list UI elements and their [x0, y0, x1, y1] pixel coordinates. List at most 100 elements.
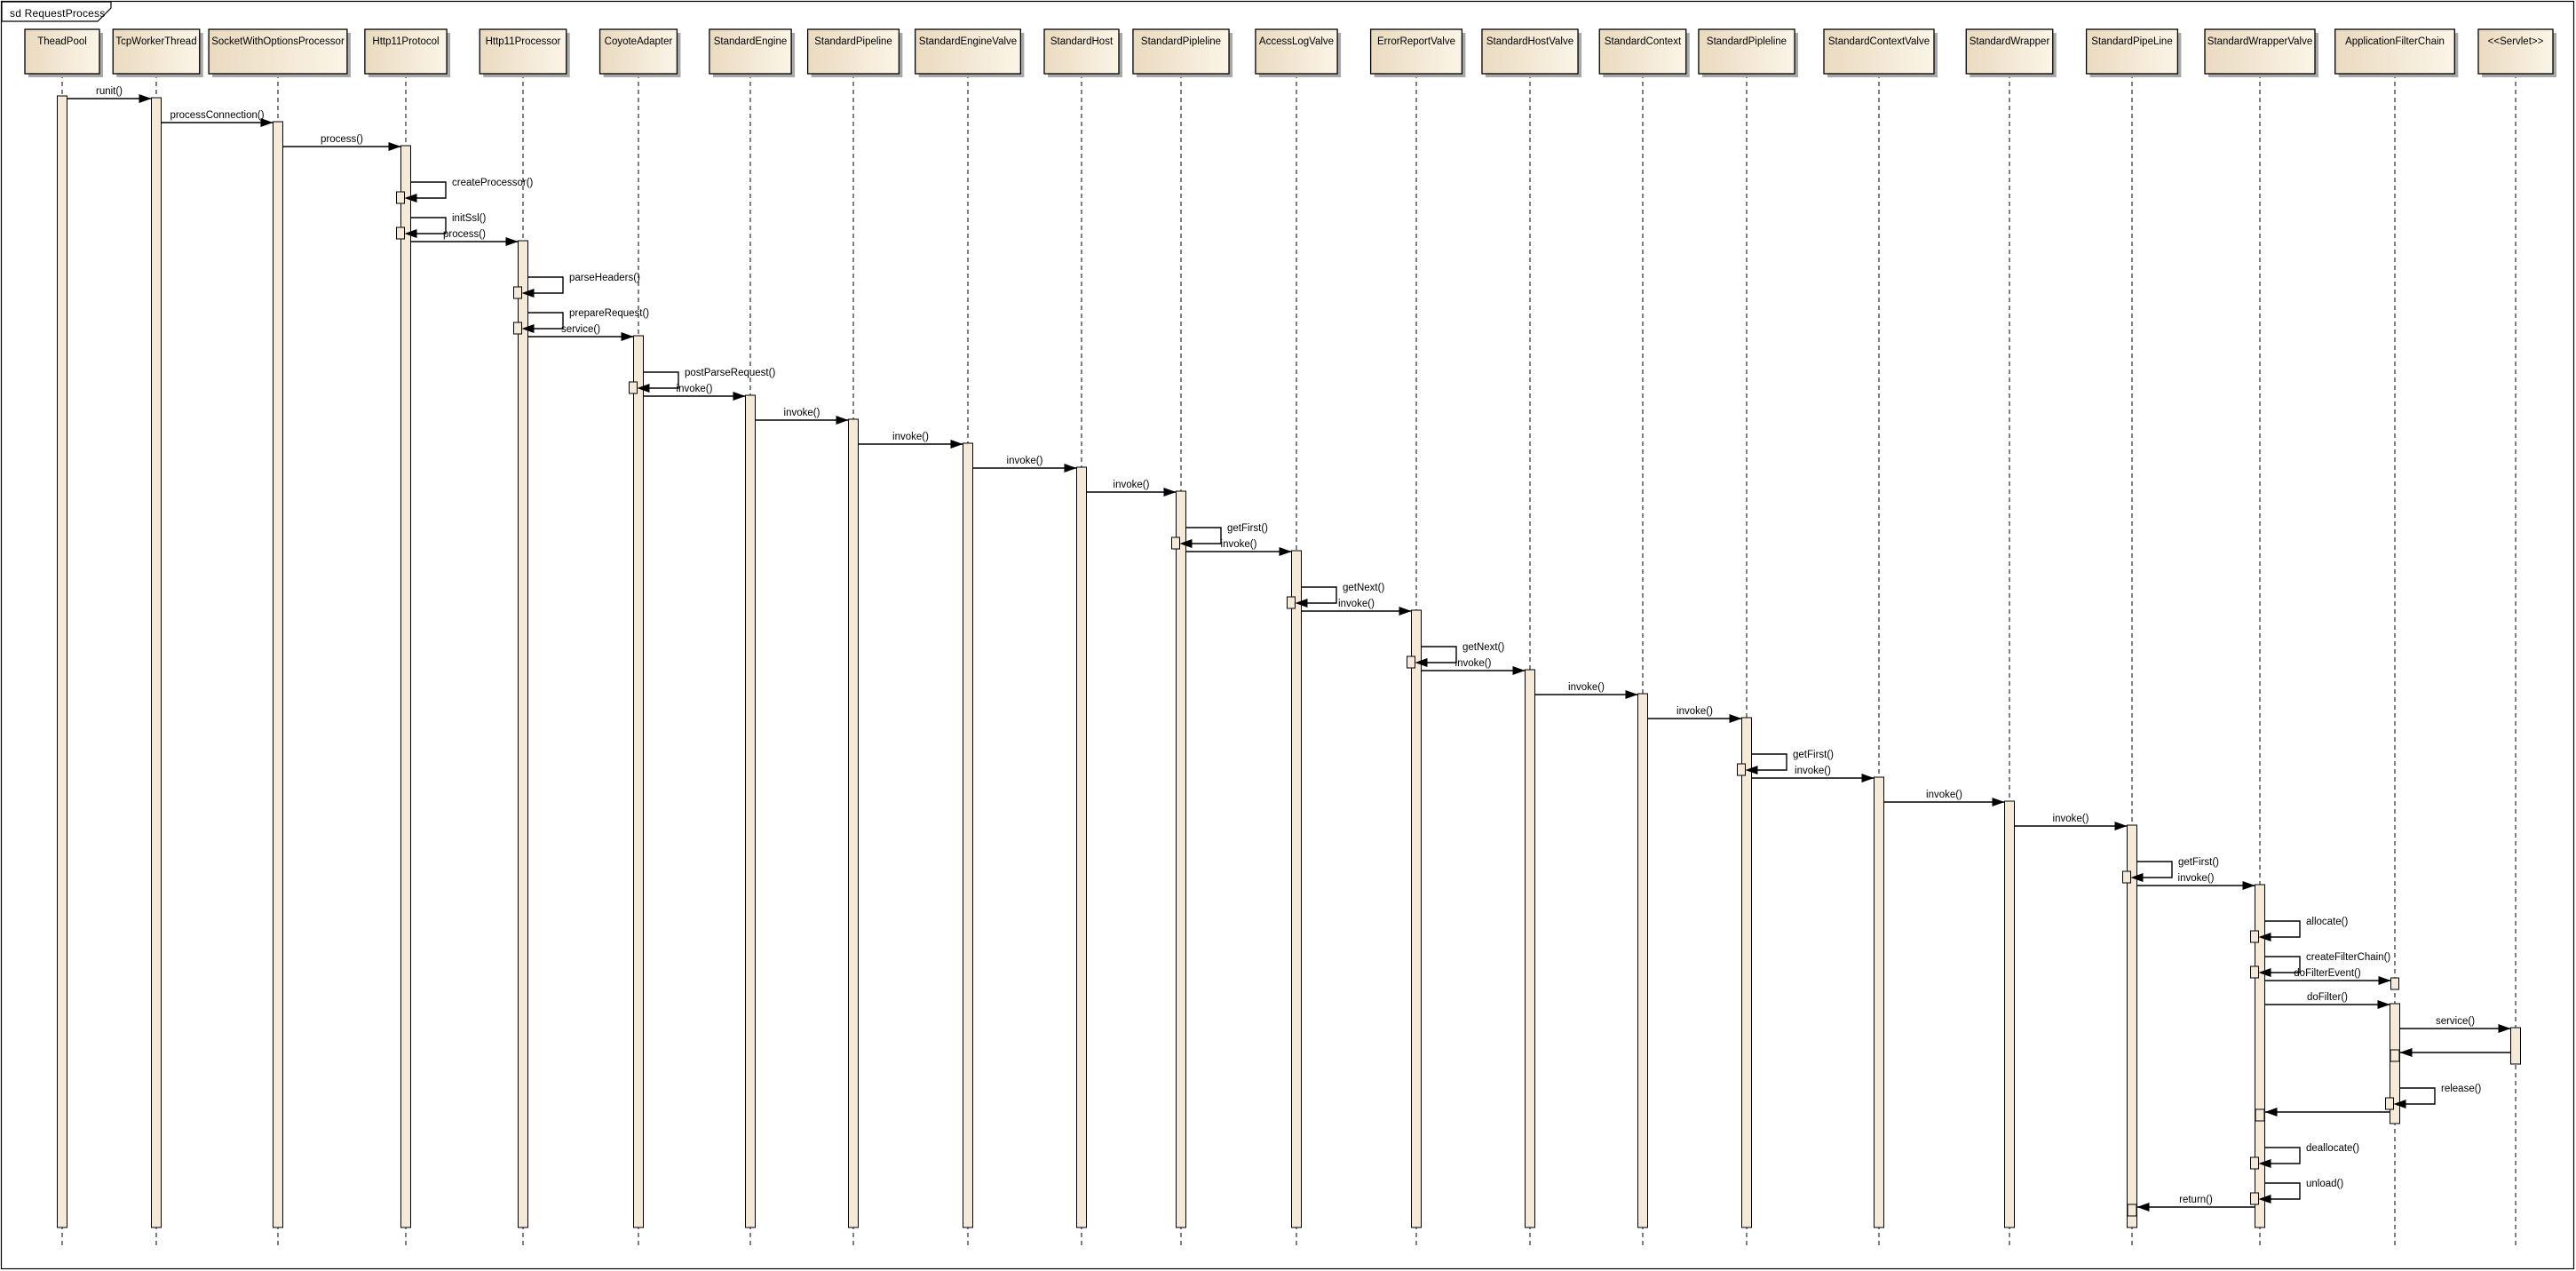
nested-activation: [1407, 655, 1415, 669]
message-label: doFilterEvent(): [2294, 968, 2361, 979]
message-label: createProcessor(): [452, 178, 534, 188]
arrowhead: [2258, 933, 2271, 941]
participant-label: StandardWrapper: [1970, 36, 2050, 47]
participant-box: [2334, 28, 2455, 75]
frame-title: sd RequestProcess: [10, 7, 106, 20]
participant-label: StandardPipeLine: [2091, 36, 2172, 47]
participant-box: [1043, 28, 1120, 75]
arrowhead: [2114, 822, 2128, 830]
participant-box: [112, 28, 201, 75]
nested-activation: [513, 286, 522, 299]
activation-bar: [1874, 776, 1884, 1228]
message-label: getFirst(): [1793, 750, 1834, 760]
message-label: processConnection(): [170, 110, 264, 121]
participant-box: [364, 28, 448, 75]
activation-bar: [1411, 609, 1422, 1228]
message-label: deallocate(): [2306, 1143, 2359, 1154]
message-label: invoke(): [1114, 480, 1150, 490]
message-label: runit(): [96, 86, 123, 97]
message-label: parseHeaders(): [569, 273, 640, 283]
message-label: initSsl(): [452, 213, 487, 224]
arrival-activation: [2390, 977, 2399, 990]
participant-label: StandardPipleline: [1707, 36, 1787, 47]
participant-label: AccessLogValve: [1259, 36, 1334, 47]
participant-box: [208, 28, 348, 75]
arrowhead: [2399, 1048, 2413, 1057]
self-call-loop: [2264, 956, 2301, 973]
participant-box: [1255, 28, 1338, 75]
message-label: invoke(): [1007, 456, 1043, 466]
participant-box: [1965, 28, 2054, 75]
participant-label: SocketWithOptionsProcessor: [211, 36, 345, 47]
activation-bar: [745, 394, 756, 1228]
nested-activation: [2385, 1097, 2394, 1110]
arrowhead: [2242, 881, 2255, 890]
activation-bar: [848, 418, 859, 1228]
activation-bar: [963, 442, 973, 1228]
nested-activation: [1287, 596, 1296, 609]
nested-activation: [1737, 763, 1746, 776]
message-label: service(): [2436, 1016, 2475, 1027]
nested-activation: [513, 322, 522, 335]
self-call-loop: [410, 217, 447, 234]
arrowhead: [505, 237, 519, 246]
arrowhead: [2130, 873, 2144, 882]
nested-activation: [2250, 930, 2259, 943]
participant-label: StandardPipeline: [814, 36, 892, 47]
arrowhead: [2393, 1100, 2406, 1108]
participant-label: <<Servlet>>: [2488, 36, 2544, 47]
participant-box: [806, 28, 900, 75]
arrowhead: [139, 94, 152, 103]
activation-bar: [2127, 824, 2137, 1228]
activation-bar: [2390, 1003, 2400, 1124]
message-label: getFirst(): [1227, 523, 1268, 534]
activation-bar: [518, 240, 528, 1228]
self-call-loop: [527, 276, 564, 294]
self-call-loop: [1421, 646, 1457, 663]
message-label: invoke(): [1568, 682, 1605, 693]
message-label: invoke(): [1926, 790, 1962, 800]
participant-box: [709, 28, 792, 75]
activation-bar: [1525, 669, 1535, 1228]
arrowhead: [1163, 488, 1177, 496]
self-call-loop: [1751, 753, 1787, 771]
nested-activation: [2250, 1156, 2259, 1170]
nested-activation: [396, 191, 405, 204]
activation-bar: [2510, 1027, 2521, 1065]
participant-label: StandardContext: [1605, 36, 1682, 47]
self-call-loop: [1185, 527, 1222, 544]
arrival-activation: [2255, 1108, 2265, 1122]
message-label: invoke(): [784, 408, 820, 418]
participant-label: StandardHost: [1050, 36, 1114, 47]
activation-bar: [633, 335, 644, 1228]
activation-bar: [2004, 800, 2015, 1228]
arrowhead: [621, 332, 634, 341]
arrowhead: [260, 118, 273, 127]
message-label: process(): [443, 229, 486, 240]
activation-bar: [1176, 490, 1186, 1228]
nested-activation: [2250, 965, 2259, 979]
participant-label: ErrorReportValve: [1377, 36, 1455, 47]
message-label: return(): [2179, 1195, 2213, 1205]
participant-box: [24, 28, 100, 75]
self-call-loop: [2264, 1182, 2301, 1200]
nested-activation: [2122, 870, 2131, 884]
participant-label: TcpWorkerThread: [115, 36, 196, 47]
participant-label: StandardEngine: [714, 36, 787, 47]
participant-label: StandardEngineValve: [919, 36, 1017, 47]
participant-label: StandardWrapperValve: [2207, 36, 2312, 47]
participant-box: [1481, 28, 1579, 75]
message-label: invoke(): [2178, 873, 2215, 884]
arrowhead: [1279, 547, 1292, 556]
participant-label: ApplicationFilterChain: [2345, 36, 2445, 47]
participant-box: [598, 28, 678, 75]
message-label: invoke(): [677, 384, 713, 394]
participant-box: [1369, 28, 1463, 75]
arrowhead: [388, 142, 401, 151]
arrowhead: [950, 440, 963, 449]
activation-bar: [1637, 693, 1648, 1228]
participant-box: [1698, 28, 1795, 75]
